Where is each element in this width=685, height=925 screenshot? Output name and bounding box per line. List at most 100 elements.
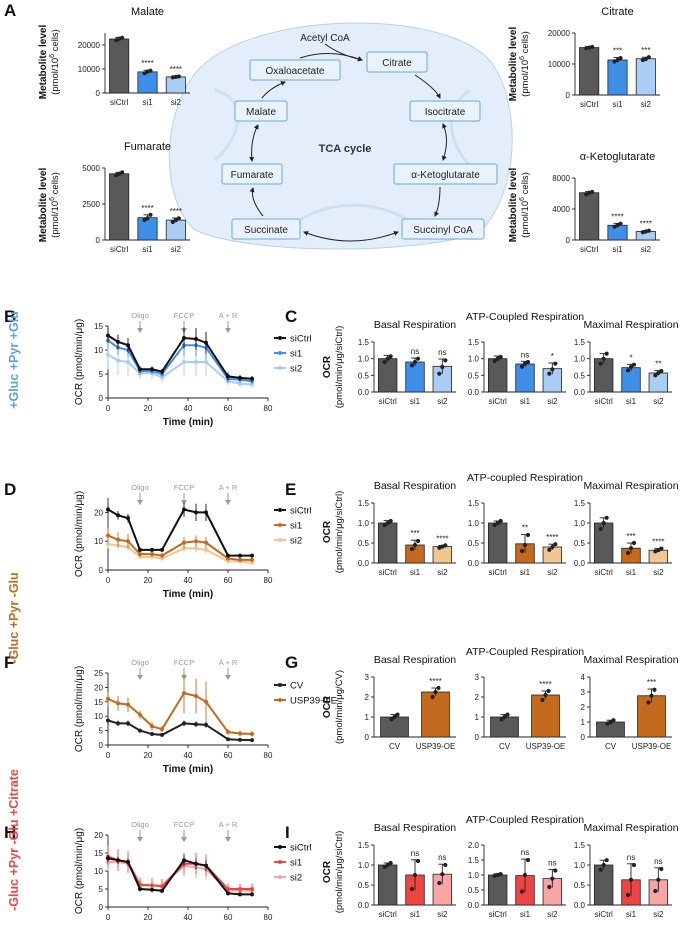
series-point <box>226 730 230 735</box>
chart-title: Basal Respiration <box>374 822 456 834</box>
significance-label: ns <box>548 859 556 868</box>
bar <box>137 217 158 241</box>
y-tick-label: 1.0 <box>468 355 480 364</box>
data-point <box>628 546 634 551</box>
series-point <box>106 507 110 512</box>
bar <box>621 367 641 393</box>
data-point <box>415 538 421 544</box>
data-point <box>502 714 507 720</box>
injection-label: Oligo <box>131 658 149 667</box>
bar <box>596 721 625 738</box>
series-point <box>204 340 208 345</box>
injection-label: A + R <box>219 658 238 667</box>
series-point <box>106 542 110 547</box>
data-point <box>550 544 555 550</box>
y-tick-label: 20 <box>94 683 103 692</box>
y-axis-title-main: Metabolite level <box>508 27 519 102</box>
data-point <box>546 688 551 694</box>
y-tick-label: 0.5 <box>468 539 480 548</box>
series-point <box>138 887 142 891</box>
series-point <box>150 547 154 552</box>
tca-node-box <box>401 218 485 240</box>
chart-title: Basal Respiration <box>374 319 456 331</box>
x-tick-label: si1 <box>410 910 421 919</box>
y-axis-title: OCR (pmol/min/μg/siCtrl) <box>322 326 345 409</box>
data-point <box>618 221 623 226</box>
y-tick-label: 3 <box>581 688 586 697</box>
series-point <box>182 507 186 512</box>
data-point <box>412 359 418 365</box>
y-tick-label: 1.5 <box>468 856 480 865</box>
bar-chart-A-malate: Malate 0 10000 20000 siCtrl si1 **** si2 **** <box>78 6 190 107</box>
y-tick-label: 1.0 <box>468 871 480 880</box>
data-point <box>382 864 387 870</box>
data-point <box>498 354 503 360</box>
significance-label: *** <box>641 46 650 55</box>
significance-label: ns <box>411 849 419 858</box>
injection-label: A + R <box>219 311 238 320</box>
bar-chart-E-atp: ATP-coupled Respiration 0.0 0.5 1.0 1.5 siCtr… <box>467 472 583 577</box>
data-point <box>492 358 497 364</box>
y-axis-title-unit: (pmol/min/μg/siCtrl) <box>334 326 345 409</box>
x-tick-label: USP39-OE <box>632 742 672 751</box>
bar <box>137 71 158 94</box>
series-point <box>160 375 164 380</box>
series-point <box>238 553 242 558</box>
series-point <box>150 887 154 892</box>
legend-label: siCtrl <box>290 843 312 854</box>
panel-letter: E <box>285 480 296 499</box>
bar <box>109 38 130 94</box>
chart-title: ATP-Coupled Respiration <box>466 311 584 323</box>
bar-chart-A-fumarate: Fumarate 0 2500 5000 siCtrl si1 **** si2 **** <box>82 141 190 254</box>
injection-arrowhead <box>137 675 143 680</box>
y-axis-title-unit: (pmol/106 cells) <box>519 172 531 238</box>
x-tick-label: si1 <box>612 100 623 109</box>
injection-arrowhead <box>225 500 231 505</box>
legend-label: si2 <box>290 873 302 884</box>
tca-node-box <box>393 163 498 185</box>
data-point <box>540 697 545 703</box>
y-tick-label: 3 <box>365 673 370 682</box>
y-tick-label: 4000 <box>552 205 570 214</box>
series-point <box>160 369 164 374</box>
injection-arrowhead <box>137 837 143 842</box>
bar <box>490 716 519 738</box>
bar <box>607 59 628 96</box>
bar <box>165 219 186 241</box>
legend-marker <box>278 538 282 542</box>
x-tick-label: si2 <box>653 568 664 577</box>
y-tick-label: 0 <box>365 733 370 742</box>
x-tick-label: si1 <box>626 568 637 577</box>
x-tick-label: 20 <box>144 913 153 922</box>
series-point <box>238 892 242 897</box>
line-chart-H: 0 5 10 15 20 0 20 40 60 80 Oligo FCCP A + R siCtrl si1… <box>74 820 312 922</box>
injection-arrowhead <box>225 837 231 842</box>
tca-node-box <box>231 218 301 240</box>
x-tick-label: siCtrl <box>595 397 613 406</box>
series-point <box>160 884 164 889</box>
tca-arrow <box>249 187 264 217</box>
tca-arrow <box>441 123 447 161</box>
data-point <box>498 518 503 524</box>
bar <box>380 716 409 738</box>
panel-letter: F <box>4 653 14 672</box>
data-point <box>631 362 637 367</box>
y-tick-label: 8000 <box>552 174 570 183</box>
significance-label: *** <box>626 532 635 541</box>
y-tick-label: 1 <box>475 713 480 722</box>
series-point <box>238 731 242 736</box>
data-point <box>525 857 531 863</box>
tca-arrow <box>299 52 363 61</box>
data-point <box>492 522 497 528</box>
injection-label: FCCP <box>174 658 194 667</box>
tca-node-box <box>221 163 283 185</box>
y-tick-label: 2 <box>581 703 586 712</box>
data-point <box>646 700 651 705</box>
series-point <box>138 728 142 733</box>
chart-title: Fumarate <box>124 141 171 153</box>
bar-chart-C-atp: ATP-Coupled Respiration 0.0 0.5 1.0 1.5 siCtr… <box>466 311 584 406</box>
chart-title: Maximal Respiration <box>583 480 678 492</box>
y-tick-label: 15 <box>94 849 103 858</box>
legend-label: CV <box>290 681 304 692</box>
